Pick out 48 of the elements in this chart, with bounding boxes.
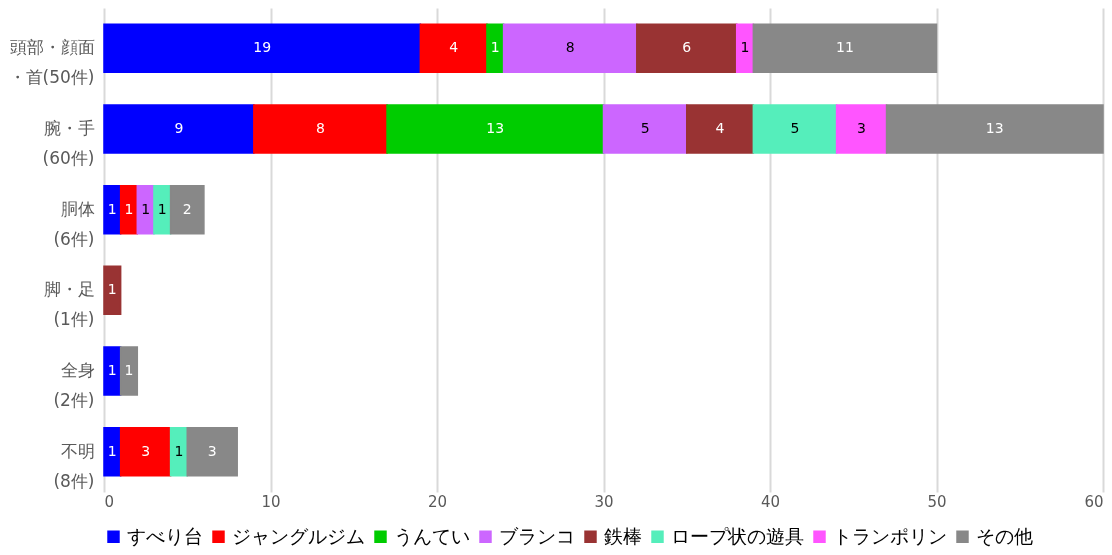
data-label: 9: [174, 120, 184, 136]
legend-label: 鉄棒: [604, 524, 642, 547]
y-tick-label: 頭部・顔面・首(50件): [8, 37, 95, 88]
legend-label: うんてい: [394, 524, 470, 547]
data-label: 11: [836, 39, 854, 56]
data-label: 13: [985, 120, 1004, 136]
data-label: 1: [124, 200, 134, 217]
data-label: 3: [141, 442, 151, 459]
legend-label: ジャングルジム: [232, 524, 365, 547]
data-label: 1: [174, 442, 184, 459]
x-tick-label: 30: [594, 492, 614, 511]
data-label: 1: [107, 281, 117, 298]
data-label: 2: [182, 200, 192, 217]
data-label: 19: [253, 39, 272, 56]
x-tick-label: 60: [1084, 492, 1104, 511]
data-label: 4: [449, 39, 459, 56]
data-label: 1: [740, 39, 750, 56]
x-tick-label: 40: [760, 492, 781, 511]
legend-label: ロープ状の遊具: [671, 524, 804, 547]
data-label: 5: [640, 120, 650, 136]
x-tick-label: 0: [104, 492, 115, 511]
y-tick-label: 腕・手(60件): [42, 118, 95, 168]
data-label: 1: [107, 442, 117, 459]
x-tick-label: 20: [427, 492, 448, 511]
data-label: 3: [857, 120, 867, 136]
data-label: 1: [107, 362, 117, 378]
y-tick-label: 全身(2件): [53, 360, 95, 410]
data-label: 1: [141, 200, 151, 217]
legend-label: ブランコ: [499, 524, 575, 547]
data-label: 8: [565, 39, 575, 56]
data-label: 5: [790, 120, 800, 136]
data-label: 6: [682, 39, 692, 56]
data-label: 1: [490, 39, 500, 56]
data-label: 1: [107, 200, 117, 217]
y-tick-label: 胴体(6件): [53, 198, 95, 249]
data-label: 13: [486, 120, 505, 136]
data-label: 1: [157, 200, 167, 217]
data-label: 3: [207, 442, 217, 459]
y-tick-label: 不明(8件): [53, 440, 95, 491]
data-label: 1: [124, 362, 134, 378]
legend-label: すべり台: [127, 524, 203, 547]
legend-label: トランポリン: [833, 524, 947, 547]
legend-label: その他: [976, 524, 1033, 547]
data-label: 8: [315, 120, 325, 136]
data-label: 4: [715, 120, 725, 136]
y-tick-label: 脚・足(1件): [43, 279, 95, 330]
x-tick-label: 10: [261, 492, 281, 511]
x-tick-label: 50: [927, 492, 947, 511]
